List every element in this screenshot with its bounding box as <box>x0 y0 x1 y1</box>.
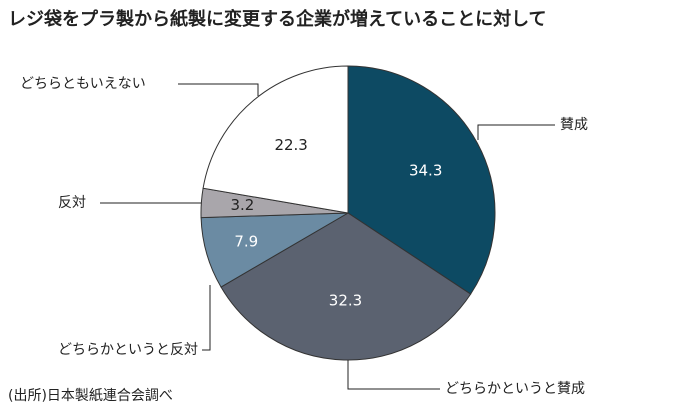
leader-line <box>202 285 211 351</box>
value-label: 7.9 <box>234 233 258 251</box>
pie-slice <box>220 212 472 361</box>
chart-title: レジ袋をプラ製から紙製に変更する企業が増えていることに対して <box>8 8 547 30</box>
pie-slice <box>202 65 349 214</box>
leader-line <box>477 124 555 140</box>
value-label: 22.3 <box>274 136 307 154</box>
category-label: 反対 <box>58 195 86 211</box>
leader-line <box>178 83 259 96</box>
value-label: 34.3 <box>409 162 442 180</box>
category-label: どちらともいえない <box>20 76 146 92</box>
value-label: 32.3 <box>329 292 362 310</box>
category-label: 賛成 <box>560 117 588 133</box>
leader-line <box>347 360 440 390</box>
source-note: (出所)日本製紙連合会調べ <box>8 388 173 404</box>
value-label: 3.2 <box>230 196 254 214</box>
category-label: どちらかというと賛成 <box>445 381 585 397</box>
category-label: どちらかというと反対 <box>58 342 198 358</box>
